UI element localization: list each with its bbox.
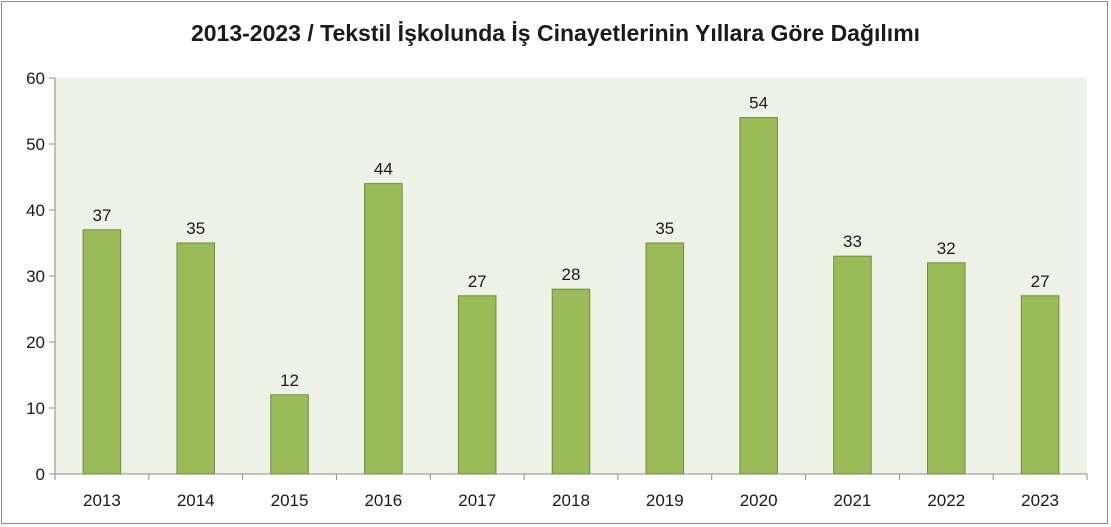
bar-2015 bbox=[270, 394, 309, 475]
data-label: 35 bbox=[186, 219, 205, 238]
data-labels-group: 37 35 12 44 27 28 35 54 33 32 27 bbox=[92, 94, 1049, 390]
x-tick-label: 2018 bbox=[552, 491, 590, 510]
y-axis: 0 10 20 30 40 50 60 bbox=[26, 69, 56, 484]
y-tick-label: 10 bbox=[26, 399, 45, 418]
data-label: 32 bbox=[937, 239, 956, 258]
x-tick-label: 2017 bbox=[458, 491, 496, 510]
y-tick-label: 50 bbox=[26, 135, 45, 154]
bar-2023 bbox=[1020, 295, 1060, 475]
bar-2013 bbox=[82, 229, 122, 475]
x-tick-label: 2023 bbox=[1021, 491, 1059, 510]
data-label: 27 bbox=[1031, 272, 1050, 291]
data-label: 37 bbox=[92, 206, 111, 225]
bar-2017 bbox=[457, 295, 497, 475]
bar-2018 bbox=[551, 288, 591, 475]
y-tick-label: 40 bbox=[26, 201, 45, 220]
bar-2020 bbox=[739, 117, 778, 475]
data-label: 35 bbox=[655, 219, 674, 238]
x-tick-label: 2022 bbox=[927, 491, 965, 510]
data-label: 44 bbox=[374, 160, 393, 179]
y-tick-label: 30 bbox=[26, 267, 45, 286]
bar-2022 bbox=[927, 262, 966, 475]
y-tick-label: 0 bbox=[36, 465, 45, 484]
data-label: 33 bbox=[843, 232, 862, 251]
data-label: 27 bbox=[468, 272, 487, 291]
data-label: 28 bbox=[562, 265, 581, 284]
x-axis: 2013 2014 2015 2016 2017 2018 2019 2020 2021 2022… bbox=[54, 473, 1088, 510]
x-tick-label: 2021 bbox=[834, 491, 872, 510]
bar-2014 bbox=[176, 242, 215, 475]
x-tick-label: 2019 bbox=[646, 491, 684, 510]
data-label: 54 bbox=[749, 94, 768, 113]
chart-title: 2013-2023 / Tekstil İşkolunda İş Cinayet… bbox=[190, 20, 921, 46]
x-tick-label: 2013 bbox=[83, 491, 121, 510]
data-label: 12 bbox=[280, 371, 299, 390]
y-tick-label: 60 bbox=[26, 69, 45, 88]
bars-group bbox=[82, 117, 1060, 475]
x-tick-label: 2016 bbox=[364, 491, 402, 510]
x-tick-label: 2014 bbox=[177, 491, 215, 510]
y-tick-label: 20 bbox=[26, 333, 45, 352]
x-tick-label: 2020 bbox=[740, 491, 778, 510]
bar-2019 bbox=[645, 242, 685, 475]
bar-2021 bbox=[833, 255, 872, 475]
x-tick-label: 2015 bbox=[271, 491, 309, 510]
bar-2016 bbox=[364, 183, 403, 475]
